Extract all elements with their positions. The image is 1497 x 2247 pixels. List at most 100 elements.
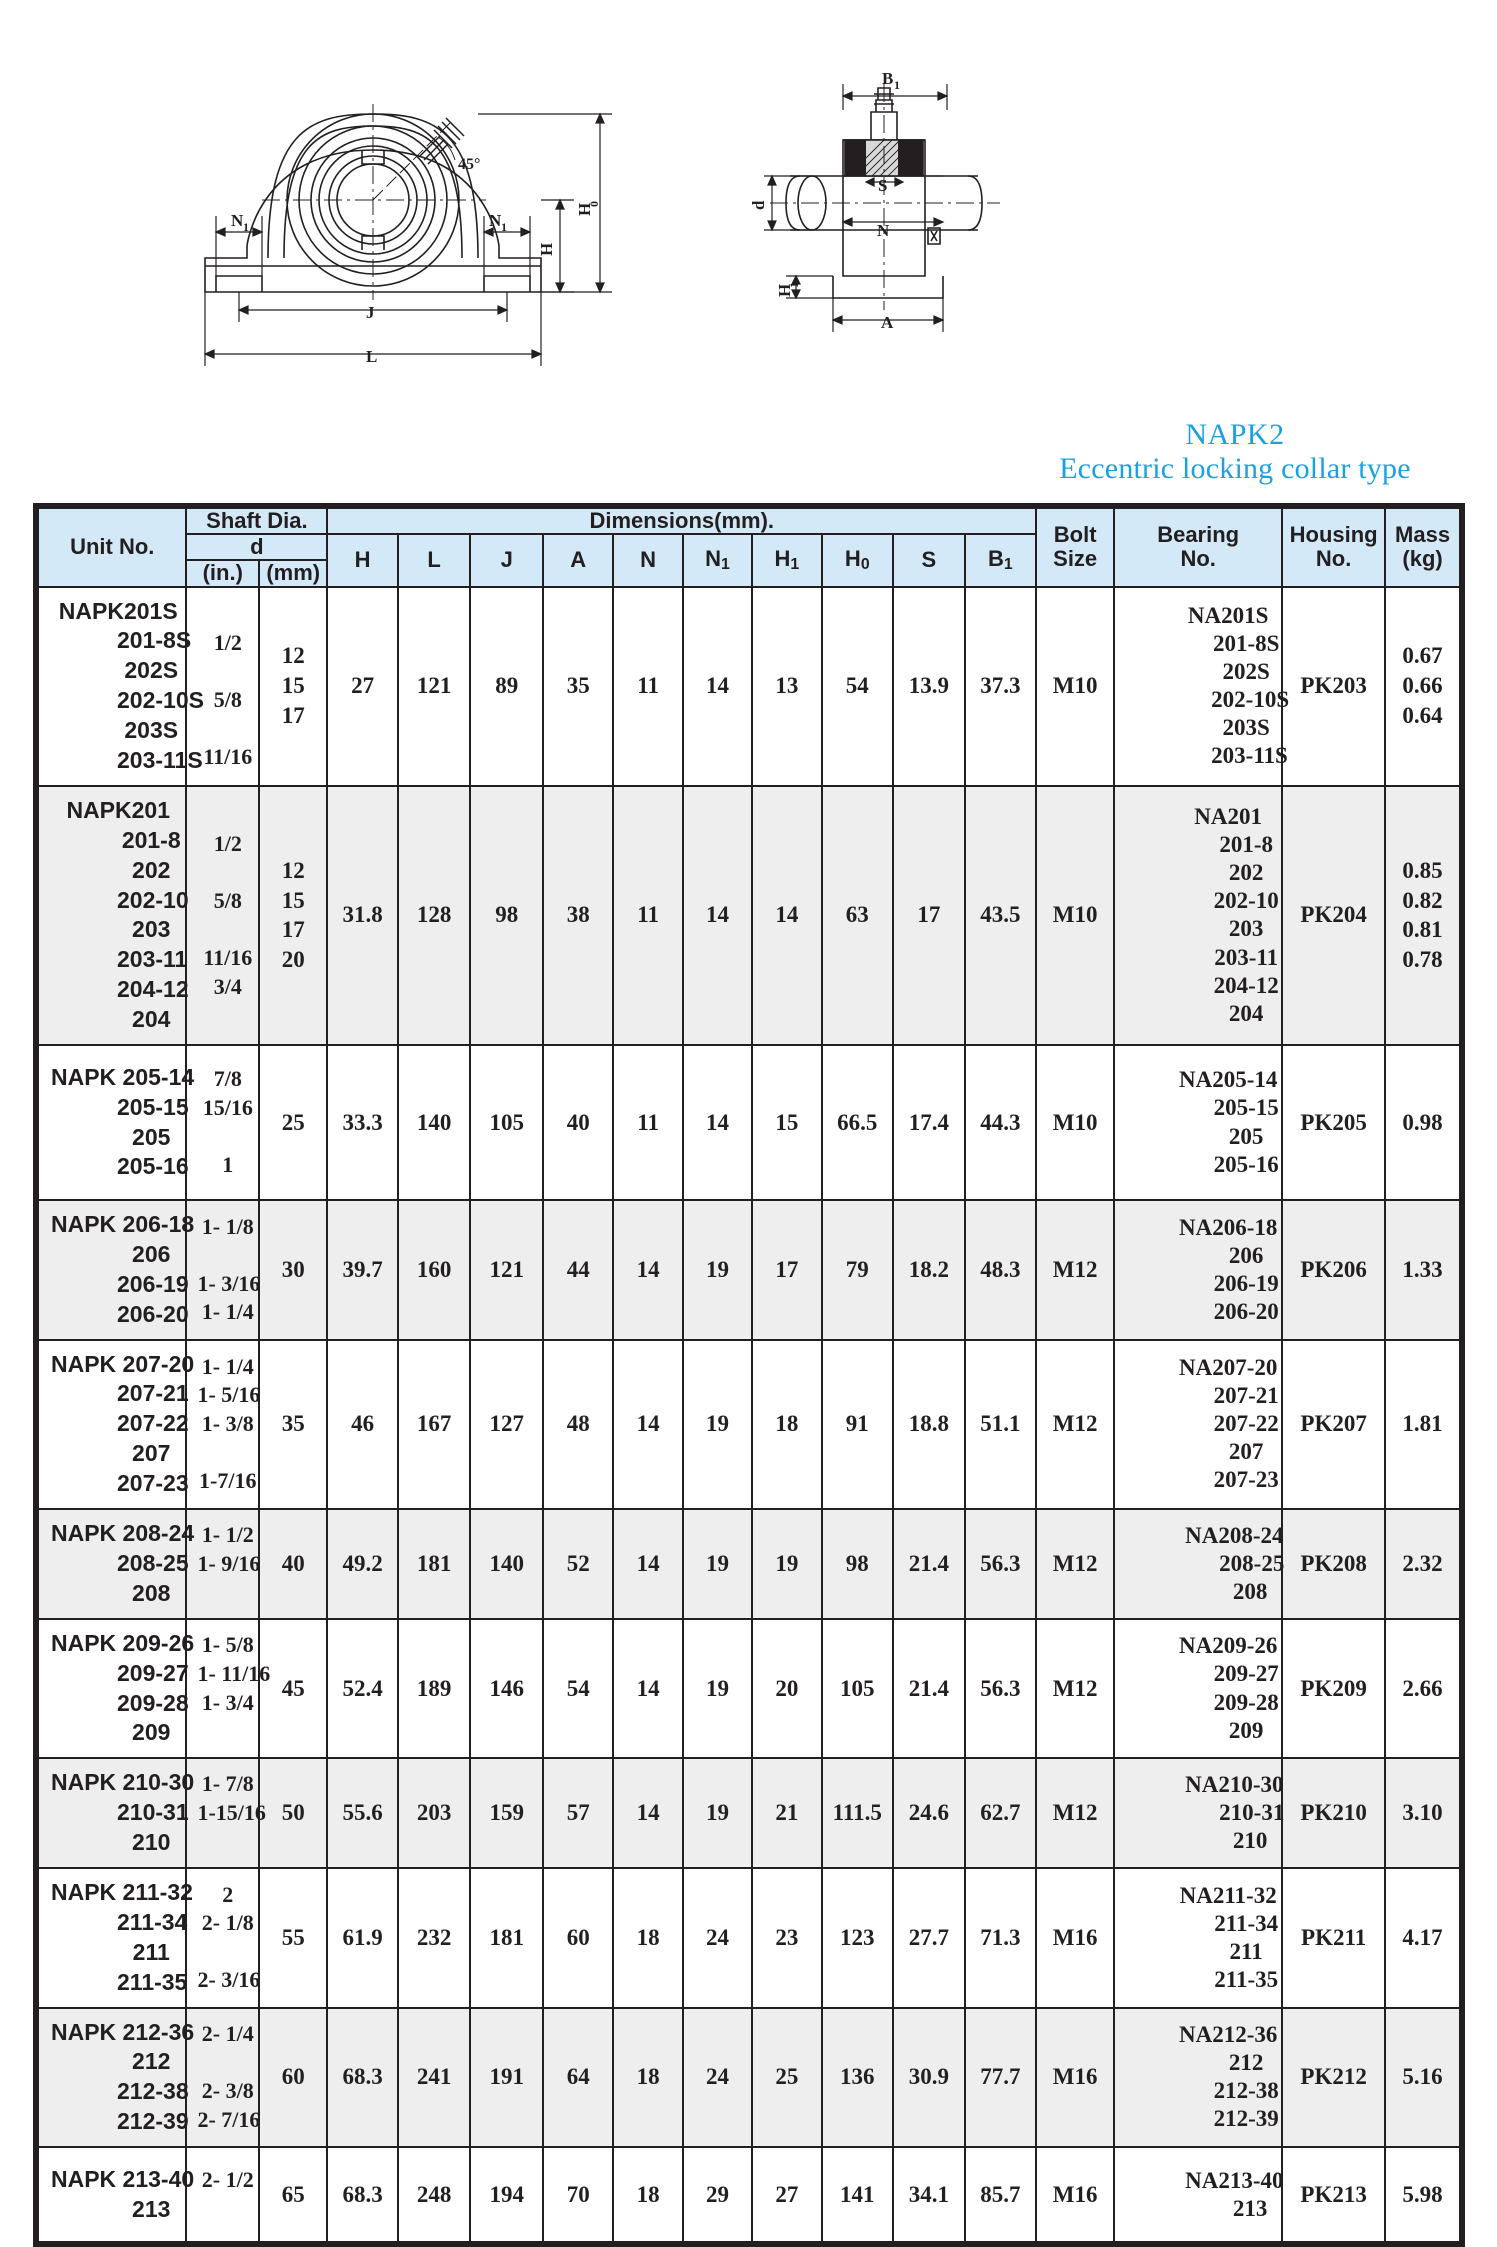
bearing-no-line: 206	[1228, 1242, 1264, 1268]
cell-dim-h0: 141	[820, 2146, 895, 2244]
header-dim-h: H	[326, 533, 399, 588]
cell-housing-no: PK213	[1281, 2146, 1387, 2244]
shaft-dia-inch-line	[187, 715, 258, 744]
bearing-no-line: 205-16	[1213, 1151, 1279, 1177]
table-row: NAPK 208-24 208-25 208 1- 1/2 1- 9/16 40 49.2 1…	[36, 1508, 1461, 1620]
bearing-no-line: NA207-20	[1178, 1355, 1278, 1381]
cell-bolt-size: M10	[1035, 784, 1116, 1047]
cell-dim-n: 11	[612, 1044, 684, 1202]
bearing-no-line: NA213-40	[1185, 2167, 1284, 2193]
unit-no-line: 205-16	[117, 1153, 189, 1180]
shaft-dia-inch-line: 2- 1/4	[201, 2021, 254, 2047]
unit-no-line: 206-19	[117, 1270, 189, 1297]
cell-shaft-dia-mm: 12 15 17 20	[258, 784, 329, 1047]
cell-dim-l: 241	[396, 2006, 472, 2149]
header-row-3: (in.) (mm)	[38, 559, 1460, 588]
cell-dim-b1: 37.3	[963, 585, 1038, 787]
cell-bearing-no: NA205-14 205-15 205 205-16	[1113, 1044, 1284, 1202]
cell-mass: 5.98	[1384, 2146, 1461, 2244]
cell-dim-a: 60	[541, 1866, 615, 2009]
shaft-dia-inch-line: 1- 11/16	[197, 1660, 271, 1686]
shaft-dia-inch-line: 3/4	[213, 973, 242, 999]
unit-no-line: NAPK 205-14	[51, 1063, 195, 1090]
shaft-dia-mm-line: 30	[281, 1256, 305, 1282]
cell-dim-a: 40	[541, 1044, 615, 1202]
cell-dim-h0: 105	[820, 1617, 895, 1760]
header-unit-no: Unit No.	[36, 507, 188, 588]
cell-dim-s: 18.2	[892, 1199, 966, 1341]
cell-dim-h: 52.4	[326, 1617, 399, 1760]
table-row: NAPK201 201-8 202 202-10 203 203-11 204-12 204 1…	[36, 784, 1461, 1047]
cell-dim-j: 98	[469, 784, 544, 1047]
cell-dim-h1: 13	[751, 585, 823, 787]
header-shaft-in: (in.)	[185, 559, 261, 588]
cell-shaft-dia-mm: 65	[258, 2146, 329, 2244]
shaft-dia-mm-line: 40	[281, 1550, 305, 1576]
header-bearing-no: Bearing No.	[1113, 507, 1284, 588]
cell-shaft-dia-inch: 2 2- 1/8 2- 3/16	[185, 1866, 260, 2009]
header-dim-s: S	[892, 533, 966, 588]
table-header: Unit No. Shaft Dia. Dimensions(mm). Bolt…	[36, 506, 1461, 588]
cell-dim-h1: 20	[751, 1617, 823, 1760]
cell-dim-n1: 19	[681, 1508, 754, 1620]
bearing-no-line: 202-10S	[1211, 687, 1290, 713]
label-h: H	[537, 243, 556, 256]
cell-dim-h1: 21	[751, 1757, 823, 1869]
cell-dim-a: 64	[541, 2006, 615, 2149]
unit-no-line: NAPK 207-20	[51, 1350, 195, 1377]
cell-housing-no: PK206	[1281, 1199, 1387, 1341]
cell-dim-h1: 25	[751, 2006, 823, 2149]
cell-shaft-dia-inch: 1- 1/2 1- 9/16	[185, 1508, 260, 1620]
shaft-dia-inch-line: 1- 7/8	[201, 1771, 254, 1797]
cell-dim-h0: 136	[820, 2006, 895, 2149]
cell-dim-n1: 14	[681, 784, 754, 1047]
shaft-dia-inch-line: 1- 1/2	[201, 1521, 254, 1547]
front-view-pillow-block	[204, 104, 542, 300]
cell-dim-h1: 14	[751, 784, 823, 1047]
shaft-dia-mm-line: 45	[281, 1675, 305, 1701]
bearing-no-line: NA209-26	[1178, 1633, 1278, 1659]
cell-dim-s: 17.4	[892, 1044, 966, 1202]
cell-dim-b1: 62.7	[963, 1757, 1038, 1869]
cell-dim-n1: 19	[681, 1338, 754, 1511]
label-h0: H	[575, 203, 594, 216]
cell-unit-no: NAPK 207-20 207-21 207-22 207 207-23	[36, 1338, 195, 1511]
shaft-dia-mm-line: 12	[281, 857, 305, 883]
cell-dim-h: 49.2	[326, 1508, 399, 1620]
shaft-dia-mm-line: 25	[281, 1109, 305, 1135]
bearing-no-line: 205-15	[1213, 1095, 1279, 1121]
header-dim-a: A	[541, 533, 615, 588]
header-housing-no-line1: Housing	[1289, 522, 1378, 548]
cell-dim-j: 194	[469, 2146, 544, 2244]
bearing-no-line: NA205-14	[1178, 1067, 1278, 1093]
bearing-no-line: 211-34	[1214, 1910, 1279, 1936]
shaft-dia-mm-line: 17	[281, 917, 305, 943]
cell-dim-h0: 79	[820, 1199, 895, 1341]
label-a: A	[881, 313, 894, 332]
cell-mass: 2.32	[1384, 1508, 1461, 1620]
bearing-no-line: 212	[1228, 2050, 1264, 2076]
header-dim-n: N	[612, 533, 684, 588]
unit-no-line: 203	[132, 916, 171, 943]
cell-dim-h0: 63	[820, 784, 895, 1047]
table-row: NAPK 210-30 210-31 210 1- 7/8 1-15/16 50 55.6 2…	[36, 1757, 1461, 1869]
header-dim-n1: N1	[681, 533, 754, 588]
unit-no-line: 207-23	[117, 1470, 189, 1497]
cell-shaft-dia-inch: 2- 1/2	[185, 2146, 261, 2244]
cell-shaft-dia-inch: 1- 7/8 1-15/16	[185, 1757, 266, 1869]
cell-dim-n1: 29	[681, 2146, 754, 2244]
cell-unit-no: NAPK 205-14 205-15 205 205-16	[36, 1044, 195, 1202]
shaft-dia-inch-line	[187, 1717, 258, 1746]
cell-housing-no: PK212	[1281, 2006, 1387, 2149]
cell-unit-no: NAPK201 201-8 202 202-10 203 203-11 204-12 204	[36, 784, 189, 1047]
shaft-dia-inch-line: 5/8	[213, 687, 242, 713]
cell-dim-s: 27.7	[892, 1866, 966, 2009]
table-row: NAPK 205-14 205-15 205 205-16 7/8 15/16 1 25 33.…	[36, 1044, 1461, 1202]
cell-dim-h1: 23	[751, 1866, 823, 2009]
technical-drawings: N 1 N 1 45° H H 0 J L B 1 d S N H 1 A	[0, 0, 1497, 492]
cell-dim-s: 24.6	[892, 1757, 966, 1869]
unit-no-line: 205-15	[117, 1093, 189, 1120]
unit-no-line: NAPK 212-36	[51, 2018, 195, 2045]
dim-l	[203, 292, 543, 366]
cell-dim-b1: 44.3	[963, 1044, 1038, 1202]
